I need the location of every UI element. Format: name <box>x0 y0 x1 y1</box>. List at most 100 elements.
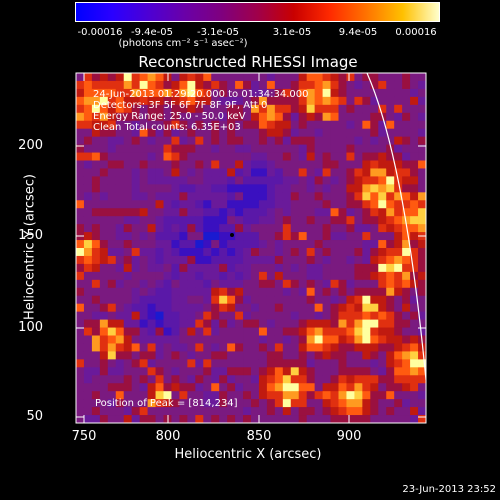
heatmap-cell <box>219 279 228 289</box>
heatmap-cell <box>203 144 212 153</box>
heatmap-cell <box>179 415 188 423</box>
heatmap-cell <box>418 303 426 313</box>
heatmap-cell <box>322 359 331 368</box>
heatmap-cell <box>91 287 101 297</box>
heatmap-cell <box>410 335 419 344</box>
heatmap-cell <box>418 359 426 368</box>
heatmap-cell <box>219 88 228 98</box>
heatmap-cell <box>386 224 395 233</box>
heatmap-cell <box>346 367 355 376</box>
heatmap-cell <box>410 73 419 82</box>
heatmap-cell <box>171 160 180 169</box>
heatmap-cell <box>107 224 117 233</box>
heatmap-cell <box>314 136 323 145</box>
heatmap-cell <box>410 415 419 423</box>
heatmap-cell <box>99 271 109 281</box>
heatmap-cell <box>179 303 188 313</box>
heatmap-cell <box>235 399 244 408</box>
heatmap-cell <box>282 80 292 90</box>
heatmap-cell <box>282 255 292 265</box>
heatmap-cell <box>107 255 117 265</box>
heatmap-cell <box>410 263 419 273</box>
heatmap-cell <box>402 152 411 161</box>
heatmap-cell <box>83 407 93 416</box>
heatmap-cell <box>243 303 252 313</box>
heatmap-cell <box>258 80 268 90</box>
heatmap-cell <box>243 192 252 201</box>
heatmap-cell <box>123 112 133 122</box>
heatmap-cell <box>235 343 244 352</box>
heatmap-cell <box>147 263 156 273</box>
heatmap-cell <box>330 255 339 265</box>
heatmap-cell <box>219 407 228 416</box>
heatmap-cell <box>147 391 156 400</box>
heatmap-cell <box>195 279 204 289</box>
heatmap-cell <box>370 303 379 313</box>
heatmap-cell <box>76 359 85 368</box>
colorbar-tick-label: 9.4e-05 <box>338 27 378 38</box>
heatmap-cell <box>354 263 363 273</box>
heatmap-cell <box>99 359 109 368</box>
heatmap-cell <box>354 184 363 193</box>
heatmap-cell <box>155 367 164 376</box>
heatmap-cell <box>266 96 276 106</box>
heatmap-cell <box>338 391 347 400</box>
heatmap-cell <box>282 287 292 297</box>
heatmap-cell <box>179 335 188 344</box>
heatmap-cell <box>402 375 411 384</box>
heatmap-cell <box>147 88 156 98</box>
heatmap-cell <box>418 216 426 225</box>
heatmap-cell <box>235 120 244 130</box>
heatmap-cell <box>330 216 339 225</box>
heatmap-cell <box>76 351 85 360</box>
heatmap-cell <box>266 391 276 400</box>
heatmap-cell <box>314 176 323 185</box>
heatmap-cell <box>99 287 109 297</box>
heatmap-cell <box>147 80 156 90</box>
heatmap-cell <box>203 335 212 344</box>
heatmap-cell <box>258 104 268 114</box>
heatmap-cell <box>370 399 379 408</box>
heatmap-cell <box>91 319 101 328</box>
heatmap-cell <box>83 367 93 376</box>
heatmap-cell <box>306 279 316 289</box>
heatmap-cell <box>410 128 419 138</box>
heatmap-cell <box>123 128 133 138</box>
heatmap-cell <box>330 335 339 344</box>
heatmap-cell <box>107 367 117 376</box>
heatmap-cell <box>107 319 117 328</box>
heatmap-cell <box>314 160 323 169</box>
heatmap-cell <box>155 192 164 201</box>
heatmap-cell <box>99 295 109 305</box>
heatmap-cell <box>195 120 204 130</box>
heatmap-cell <box>290 415 300 423</box>
heatmap-cell <box>402 295 411 305</box>
heatmap-cell <box>155 279 164 289</box>
heatmap-cell <box>354 343 363 352</box>
heatmap-cell <box>139 128 148 138</box>
heatmap-cell <box>123 359 133 368</box>
heatmap-cell <box>163 136 172 145</box>
heatmap-cell <box>139 112 148 122</box>
heatmap-cell <box>410 96 419 106</box>
heatmap-cell <box>131 248 141 257</box>
heatmap-cell <box>219 351 228 360</box>
heatmap-cell <box>274 200 284 209</box>
heatmap-cell <box>362 128 371 138</box>
heatmap-cell <box>227 152 236 161</box>
heatmap-cell <box>314 351 323 360</box>
heatmap-cell <box>187 279 196 289</box>
heatmap-cell <box>394 128 403 138</box>
heatmap-cell <box>99 375 109 384</box>
heatmap-cell <box>195 232 204 241</box>
heatmap-cell <box>258 399 268 408</box>
heatmap-cell <box>402 271 411 281</box>
heatmap-cell <box>139 407 148 416</box>
heatmap-cell <box>211 255 220 265</box>
heatmap-cell <box>298 96 308 106</box>
heatmap-cell <box>394 391 403 400</box>
heatmap-cell <box>179 311 188 320</box>
heatmap-cell <box>251 136 260 145</box>
heatmap-cell <box>195 216 204 225</box>
heatmap-cell <box>227 184 236 193</box>
